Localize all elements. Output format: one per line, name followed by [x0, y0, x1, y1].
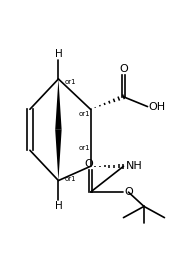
- Text: O: O: [84, 159, 93, 169]
- Text: or1: or1: [65, 176, 76, 182]
- Text: H: H: [54, 201, 62, 211]
- Text: OH: OH: [148, 102, 166, 112]
- Text: or1: or1: [79, 145, 90, 151]
- Text: or1: or1: [79, 111, 90, 117]
- Text: or1: or1: [65, 79, 76, 85]
- Polygon shape: [55, 79, 62, 130]
- Text: O: O: [119, 64, 128, 74]
- Polygon shape: [55, 130, 62, 181]
- Text: O: O: [124, 187, 133, 197]
- Text: H: H: [54, 49, 62, 59]
- Text: NH: NH: [126, 161, 143, 171]
